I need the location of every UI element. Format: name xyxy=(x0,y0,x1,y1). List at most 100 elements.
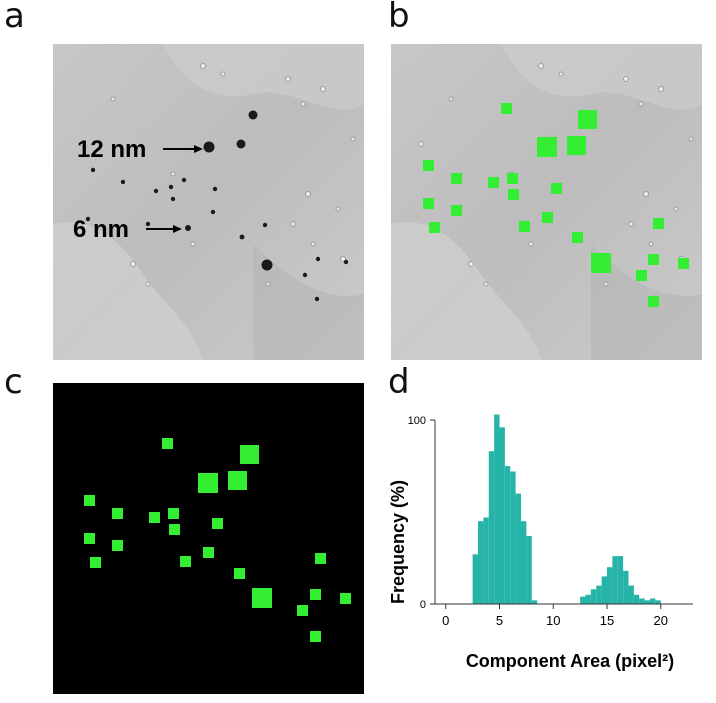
micrograph-panel-a: 12 nm 6 nm xyxy=(53,44,364,360)
marker-square xyxy=(648,296,659,307)
x-axis-label: Component Area (pixel²) xyxy=(466,651,674,671)
histogram-bar xyxy=(526,535,532,604)
nanoparticle-small xyxy=(343,259,349,265)
marker-square xyxy=(310,589,321,600)
histogram-bar xyxy=(585,594,591,604)
arrow-head-12nm xyxy=(194,145,203,153)
marker-square xyxy=(112,540,123,551)
y-axis-label: Frequency (%) xyxy=(388,480,408,604)
histogram-bar xyxy=(607,567,613,604)
histogram-bar xyxy=(510,471,516,604)
panel-letter-c: c xyxy=(4,362,23,402)
histogram-bar xyxy=(628,585,634,604)
marker-square xyxy=(90,557,101,568)
histogram-bar xyxy=(639,598,645,604)
marker-square xyxy=(203,547,214,558)
marker-square xyxy=(501,103,512,114)
x-tick-label: 0 xyxy=(442,613,449,628)
marker-square xyxy=(212,518,223,529)
histogram-bar xyxy=(580,596,586,604)
marker-square xyxy=(648,254,659,265)
x-tick-label: 5 xyxy=(496,613,503,628)
marker-square xyxy=(551,183,562,194)
histogram-bar xyxy=(596,585,602,604)
nanoparticle-small xyxy=(85,216,91,222)
histogram-bar xyxy=(612,556,618,604)
label-6nm: 6 nm xyxy=(73,216,129,243)
marker-square xyxy=(234,568,245,579)
histogram-bar xyxy=(655,600,661,604)
nanoparticle-small xyxy=(181,177,187,183)
histogram-bar xyxy=(478,521,484,604)
nanoparticle-small xyxy=(239,234,245,240)
marker-square xyxy=(252,588,272,608)
histogram-bar xyxy=(623,570,629,604)
histogram-bar xyxy=(531,600,538,604)
nanoparticle-large xyxy=(261,259,273,271)
histogram-bar xyxy=(617,556,624,604)
arrow-head-6nm xyxy=(173,225,182,233)
histogram-bar xyxy=(515,493,521,604)
nanoparticle-small xyxy=(145,221,151,227)
histogram-bar xyxy=(499,427,505,604)
nanoparticle-small xyxy=(168,184,174,190)
nanoparticle-large xyxy=(203,141,215,153)
panel-letter-a: a xyxy=(4,0,25,36)
marker-square xyxy=(508,189,519,200)
marker-square xyxy=(572,232,583,243)
marker-square xyxy=(169,524,180,535)
marker-square xyxy=(84,495,95,506)
marker-square xyxy=(578,110,597,129)
nanoparticle-small xyxy=(302,272,308,278)
nanoparticle-large xyxy=(236,139,246,149)
marker-square xyxy=(507,173,518,184)
marker-square xyxy=(451,173,462,184)
marker-square xyxy=(451,205,462,216)
marker-square xyxy=(678,258,689,269)
marker-square xyxy=(180,556,191,567)
nanoparticle-small xyxy=(170,196,176,202)
x-tick-label: 15 xyxy=(600,613,614,628)
histogram-bar xyxy=(650,598,656,604)
histogram-bar xyxy=(472,554,478,604)
nanoparticle-small xyxy=(185,225,191,231)
marker-square xyxy=(537,137,557,157)
nanoparticle-large xyxy=(248,110,258,120)
marker-square xyxy=(519,221,530,232)
marker-square xyxy=(315,553,326,564)
histogram-bar xyxy=(601,576,607,604)
marker-square xyxy=(84,533,95,544)
nanoparticle-small xyxy=(153,188,159,194)
nanoparticle-small xyxy=(212,186,218,192)
marker-square xyxy=(488,177,499,188)
marker-square xyxy=(228,471,247,490)
marker-square xyxy=(429,222,440,233)
histogram-bar xyxy=(644,600,650,604)
marker-square xyxy=(591,253,611,273)
y-tick-label: 100 xyxy=(408,415,426,427)
nanoparticle-small xyxy=(210,209,216,215)
nanoparticle-small xyxy=(315,256,321,262)
marker-square xyxy=(567,136,586,155)
histogram-panel-d: 0 5 10 15 20 0 100 Frequency (%) Component Are… xyxy=(380,380,710,698)
x-tick-label: 10 xyxy=(546,613,560,628)
nanoparticle-small xyxy=(120,179,126,185)
nanoparticle-small xyxy=(314,296,320,302)
label-12nm: 12 nm xyxy=(77,136,146,163)
marker-square xyxy=(423,160,434,171)
marker-square xyxy=(149,512,160,523)
marker-square xyxy=(240,445,259,464)
histogram-bar xyxy=(633,594,640,604)
panel-letter-d: d xyxy=(388,362,410,402)
histogram-bar xyxy=(494,414,500,604)
nanoparticle-small xyxy=(90,167,96,173)
marker-square xyxy=(653,218,664,229)
marker-square xyxy=(636,270,647,281)
marker-square xyxy=(310,631,321,642)
marker-square xyxy=(168,508,179,519)
histogram-bar xyxy=(483,517,489,604)
marker-square xyxy=(198,473,218,493)
binary-mask-panel-c xyxy=(53,383,364,694)
histogram-bar xyxy=(504,466,511,604)
marker-square xyxy=(340,593,351,604)
